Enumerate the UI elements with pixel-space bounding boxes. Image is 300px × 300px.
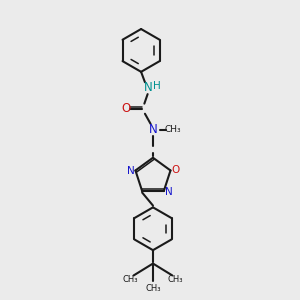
Text: O: O xyxy=(121,103,130,116)
Text: CH₃: CH₃ xyxy=(165,125,181,134)
Text: CH₃: CH₃ xyxy=(123,275,138,284)
Text: N: N xyxy=(127,167,134,176)
Text: O: O xyxy=(171,165,180,175)
Text: CH₃: CH₃ xyxy=(145,284,161,293)
Text: N: N xyxy=(165,187,173,197)
Text: N: N xyxy=(144,81,153,94)
Text: H: H xyxy=(153,81,161,92)
Text: CH₃: CH₃ xyxy=(167,275,183,284)
Text: N: N xyxy=(148,123,157,136)
